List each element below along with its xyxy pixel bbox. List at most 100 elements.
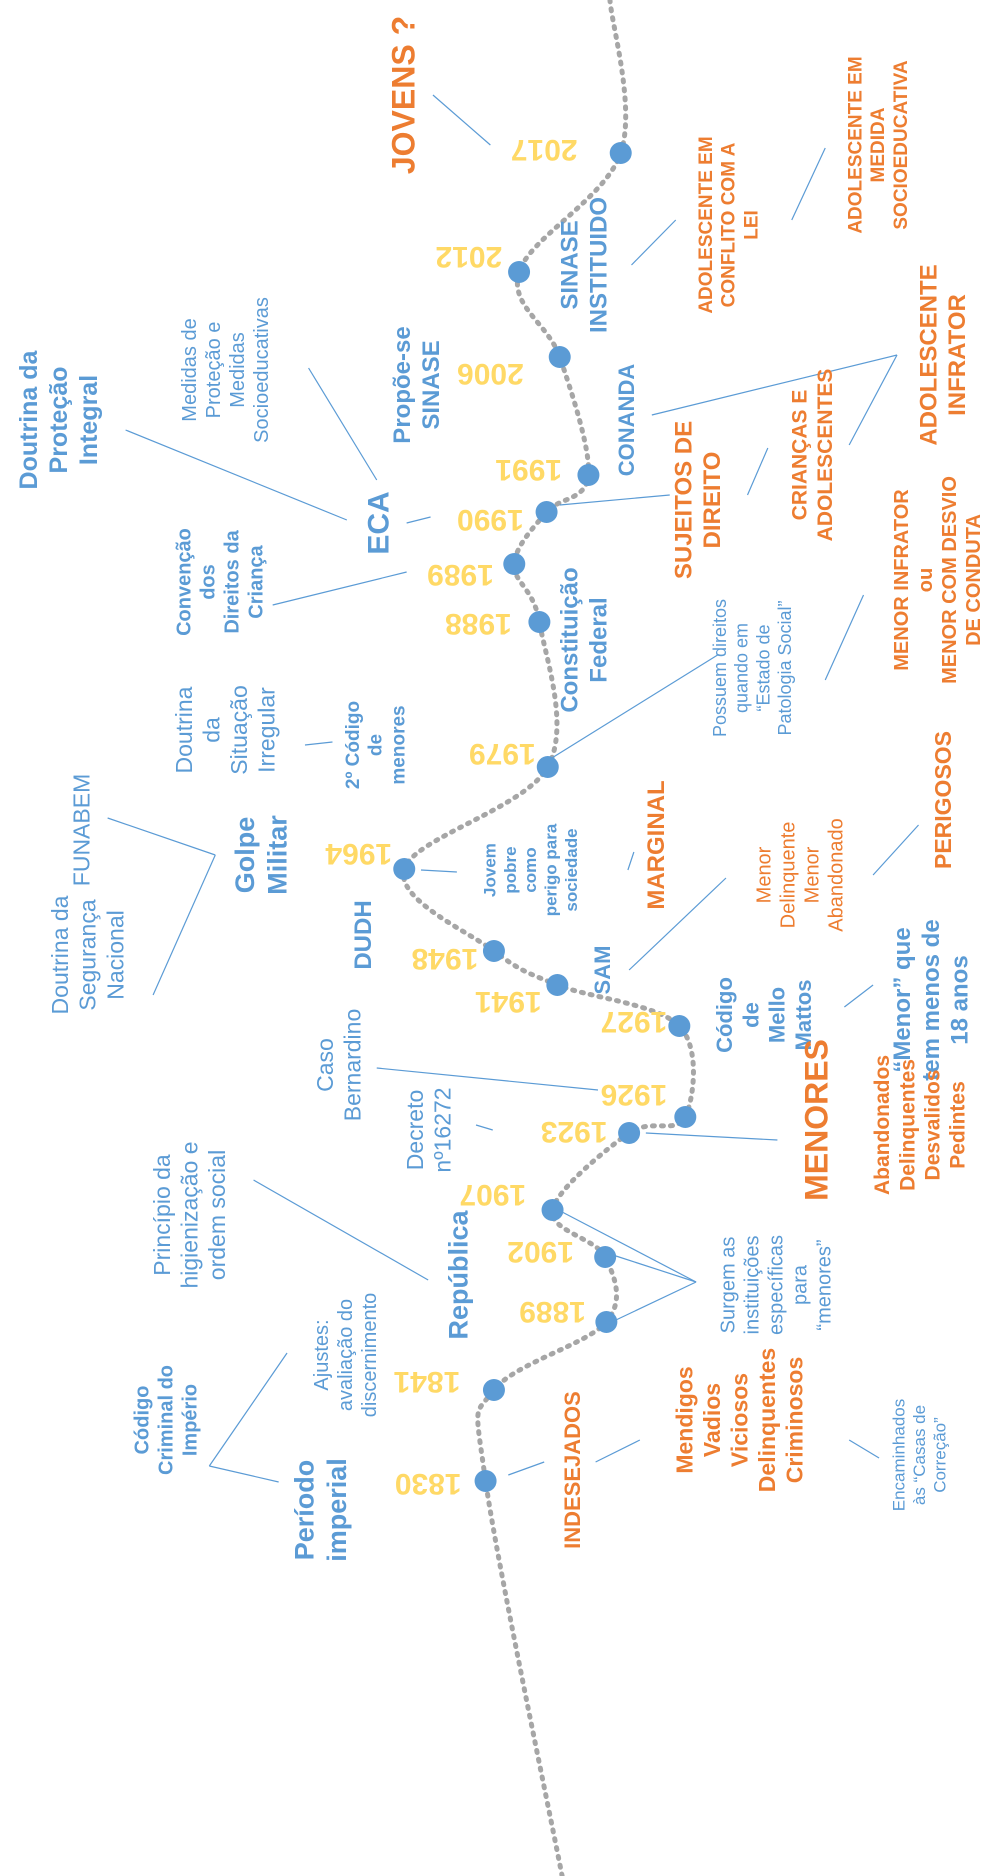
- year-label: 1927: [601, 1005, 668, 1038]
- timeline-dot: [618, 1122, 641, 1144]
- label: Surgem as instituições específicas para “men…: [718, 1235, 836, 1335]
- label-text: CódigodeMelloMattos: [712, 977, 816, 1053]
- connector: [421, 870, 457, 872]
- label: Convenção dos Direitos da Criança: [174, 528, 268, 636]
- year-label: 1841: [394, 1365, 461, 1398]
- timeline-dot: [668, 1015, 691, 1037]
- label-line: Doutrina da: [47, 895, 73, 1014]
- label-text: Surgem as instituições específicas para “men…: [718, 1235, 836, 1335]
- label: FUNABEM: [69, 774, 95, 886]
- label-line: Vadios: [699, 1383, 725, 1457]
- label-line: Possuem direitos: [710, 599, 730, 737]
- timeline-dot: [577, 464, 600, 486]
- label-text: SAM: [590, 946, 615, 995]
- label-text: Princípio dahigienização eordem social: [149, 1141, 230, 1288]
- label: DoutrinadaSituaçãoIrregular: [171, 685, 280, 775]
- label-line: Princípio da: [149, 1154, 175, 1276]
- label-line: Mendigos: [671, 1366, 697, 1473]
- connector: [748, 448, 768, 495]
- label-line: Convenção: [174, 528, 196, 636]
- label-line: Direitos da: [222, 529, 244, 633]
- label-line: Criança: [246, 544, 268, 618]
- connector: [305, 742, 333, 745]
- label-line: Criminal do: [156, 1365, 178, 1475]
- connector: [646, 1133, 778, 1140]
- label-line: dos: [198, 564, 220, 600]
- label-line: SUJEITOS DE: [671, 421, 698, 579]
- label-text: GolpeMilitar: [230, 815, 292, 895]
- label: “Menor” quetem menos de18 anos: [889, 919, 974, 1080]
- timeline-dot: [528, 611, 551, 633]
- label-line: Desvalidos: [921, 1070, 944, 1181]
- year-label: 1991: [495, 453, 562, 486]
- label-text: SINASEINSTITUIDO: [557, 197, 613, 333]
- label-text: ADOLESCENTE EMCONFLITO COM ALEI: [696, 136, 763, 313]
- year-label: 1964: [325, 837, 392, 870]
- label-text: República: [444, 1210, 474, 1340]
- label-line: imperial: [322, 1458, 352, 1562]
- label-line: Menor: [802, 846, 824, 903]
- connector: [108, 818, 216, 855]
- label-line: MENORES: [799, 1039, 835, 1201]
- label-text: 2º Códigodemenores: [343, 701, 410, 789]
- label-line: Socioeducativas: [252, 297, 274, 443]
- label-line: ECA: [362, 491, 395, 554]
- label-line: nº16272: [429, 1087, 455, 1172]
- connector: [309, 368, 377, 480]
- label: Propõe-seSINASE: [390, 326, 446, 443]
- label-text: ADOLESCENTEINFRATOR: [916, 264, 972, 445]
- label-line: Segurança: [75, 899, 101, 1010]
- label-line: Delinquentes: [896, 1059, 919, 1191]
- label-line: INFRATOR: [945, 294, 972, 416]
- label-line: quando em: [731, 623, 751, 713]
- timeline-dot: [508, 261, 531, 283]
- label: Abandonados Delinquentes Desvalidos Pedinte…: [871, 1055, 970, 1195]
- connector: [562, 1212, 696, 1282]
- label-text: DUDH: [350, 900, 377, 969]
- label-text: Ajustes: avaliação do discernimento: [311, 1293, 381, 1418]
- year-label: 1988: [445, 607, 512, 640]
- label-line: JOVENS ?: [386, 16, 422, 174]
- label-line: Mello: [764, 987, 789, 1043]
- label-line: ADOLESCENTE: [916, 264, 943, 445]
- label: Doutrina daProteçãoIntegral: [14, 349, 102, 489]
- label-line: Delinquentes: [754, 1348, 780, 1492]
- timeline-dot: [474, 1470, 497, 1492]
- connector: [560, 495, 670, 505]
- label-text: CONANDA: [614, 364, 639, 477]
- label-line: ADOLESCENTE EM: [696, 136, 717, 313]
- label-line: “Menor” que: [889, 927, 916, 1072]
- label-line: Menor: [754, 846, 776, 903]
- timeline-dot: [503, 553, 526, 575]
- label-text: DoutrinadaSituaçãoIrregular: [171, 685, 280, 775]
- label: MendigosVadiosViciososDelinquentesCrimin…: [671, 1348, 807, 1492]
- label-text: ECA: [362, 491, 395, 554]
- connector: [508, 1462, 544, 1475]
- label-line: Doutrina: [171, 686, 197, 773]
- label: JOVENS ?: [386, 16, 422, 174]
- label-line: SOCIOEDUCATIVA: [891, 60, 912, 230]
- label-text: Abandonados Delinquentes Desvalidos Pedinte…: [871, 1055, 970, 1195]
- connector: [407, 517, 431, 523]
- connector: [616, 1282, 696, 1320]
- label-line: perigo para: [542, 823, 561, 916]
- label-text: Propõe-seSINASE: [390, 326, 446, 443]
- label-line: Bernardino: [340, 1009, 366, 1122]
- label-line: Doutrina da: [14, 349, 42, 489]
- label-text: Encaminhadosàs “Casas deCorreção”: [890, 1399, 950, 1511]
- label-text: Possuem direitosquando em“Estado dePatol…: [710, 599, 795, 737]
- label: Medidas de Proteção e Medidas Socioeducativ…: [180, 297, 274, 443]
- label-line: Delinquente: [778, 822, 800, 929]
- connector: [628, 852, 634, 870]
- label-line: PERIGOSOS: [930, 731, 956, 869]
- timeline-dot: [609, 142, 632, 164]
- label-line: Patologia Social”: [775, 600, 795, 735]
- label: Código Criminal do Império: [132, 1365, 202, 1475]
- connectors: [108, 0, 919, 1876]
- year-label: 1907: [459, 1178, 526, 1211]
- label-line: INDESEJADOS: [560, 1391, 585, 1549]
- label-line: “Estado de: [753, 624, 773, 711]
- connector: [209, 1466, 278, 1482]
- label-line: às “Casas de: [910, 1405, 929, 1505]
- label-text: Doutrina daProteçãoIntegral: [14, 349, 102, 489]
